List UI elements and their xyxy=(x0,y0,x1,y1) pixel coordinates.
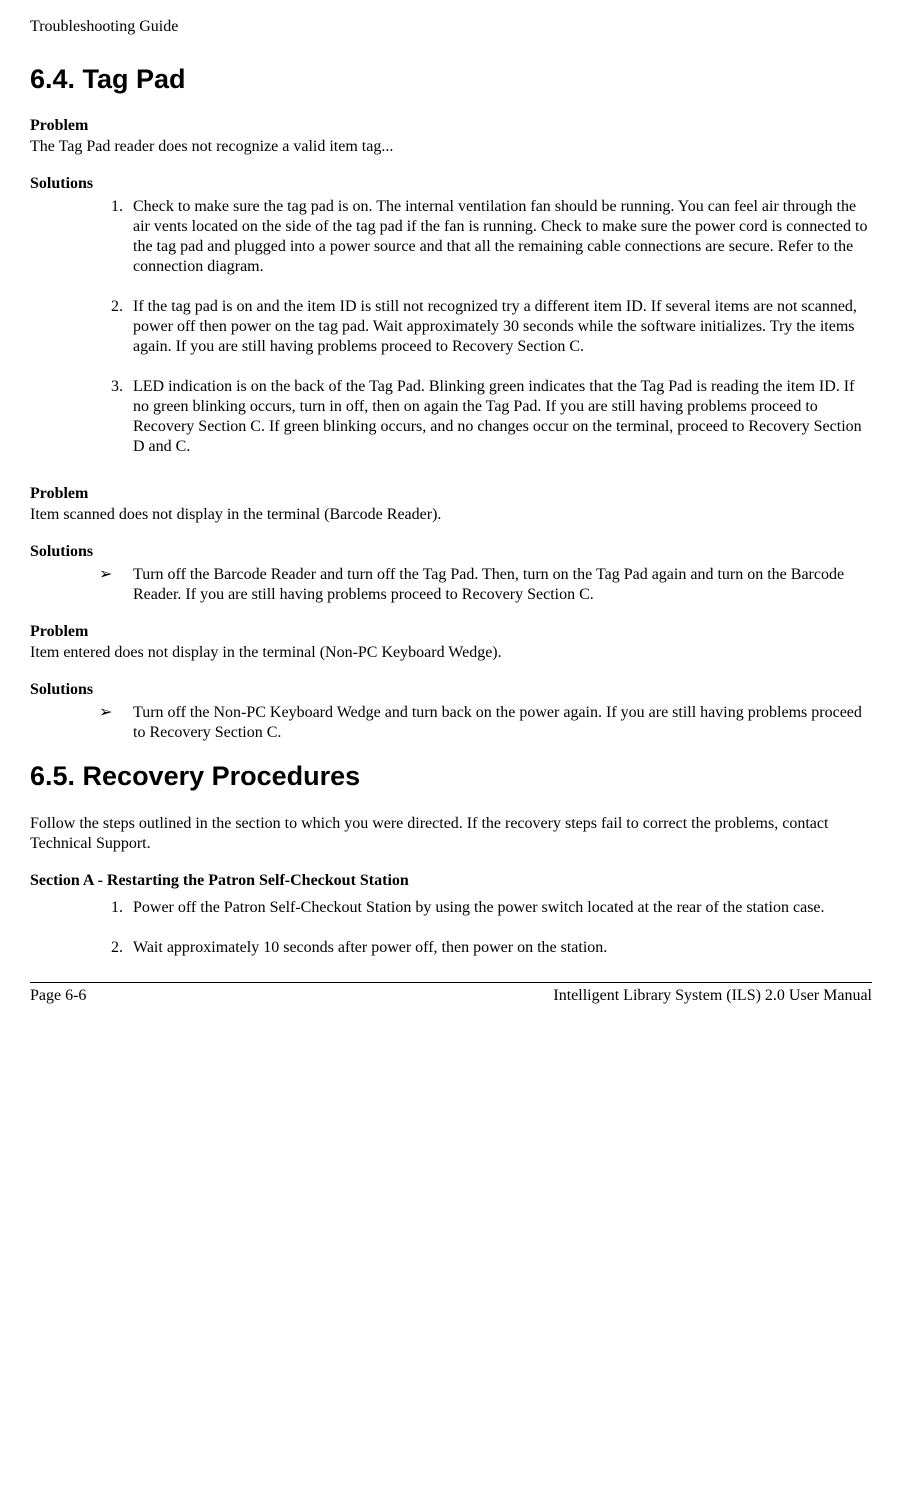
footer-manual-title: Intelligent Library System (ILS) 2.0 Use… xyxy=(553,987,872,1005)
problem-text-3: Item entered does not display in the ter… xyxy=(30,643,872,663)
solutions-list-1: Check to make sure the tag pad is on. Th… xyxy=(92,197,872,457)
heading-6-5: 6.5. Recovery Procedures xyxy=(30,761,872,792)
problem-label-3: Problem xyxy=(30,623,872,641)
list-item: If the tag pad is on and the item ID is … xyxy=(127,297,872,357)
footer-rule xyxy=(30,982,872,983)
problem-text-1: The Tag Pad reader does not recognize a … xyxy=(30,137,872,157)
solutions-label-1: Solutions xyxy=(30,175,872,193)
heading-6-4: 6.4. Tag Pad xyxy=(30,64,872,95)
list-item: Wait approximately 10 seconds after powe… xyxy=(127,938,872,958)
list-item: LED indication is on the back of the Tag… xyxy=(127,377,872,457)
footer-page-number: Page 6-6 xyxy=(30,987,86,1005)
recovery-intro: Follow the steps outlined in the section… xyxy=(30,814,872,854)
running-header: Troubleshooting Guide xyxy=(30,18,872,36)
solutions-label-3: Solutions xyxy=(30,681,872,699)
list-item: Power off the Patron Self-Checkout Stati… xyxy=(127,898,872,918)
spacer xyxy=(30,477,872,485)
problem-label-2: Problem xyxy=(30,485,872,503)
solutions-list-2: Turn off the Barcode Reader and turn off… xyxy=(92,565,872,605)
footer: Page 6-6 Intelligent Library System (ILS… xyxy=(30,987,872,1005)
solutions-label-2: Solutions xyxy=(30,543,872,561)
list-item: Turn off the Non-PC Keyboard Wedge and t… xyxy=(127,703,872,743)
problem-label-1: Problem xyxy=(30,117,872,135)
solutions-list-3: Turn off the Non-PC Keyboard Wedge and t… xyxy=(92,703,872,743)
list-item: Check to make sure the tag pad is on. Th… xyxy=(127,197,872,277)
problem-text-2: Item scanned does not display in the ter… xyxy=(30,505,872,525)
section-a-list: Power off the Patron Self-Checkout Stati… xyxy=(92,898,872,958)
page: Troubleshooting Guide 6.4. Tag Pad Probl… xyxy=(0,0,902,1025)
section-a-label: Section A - Restarting the Patron Self-C… xyxy=(30,872,872,890)
list-item: Turn off the Barcode Reader and turn off… xyxy=(127,565,872,605)
